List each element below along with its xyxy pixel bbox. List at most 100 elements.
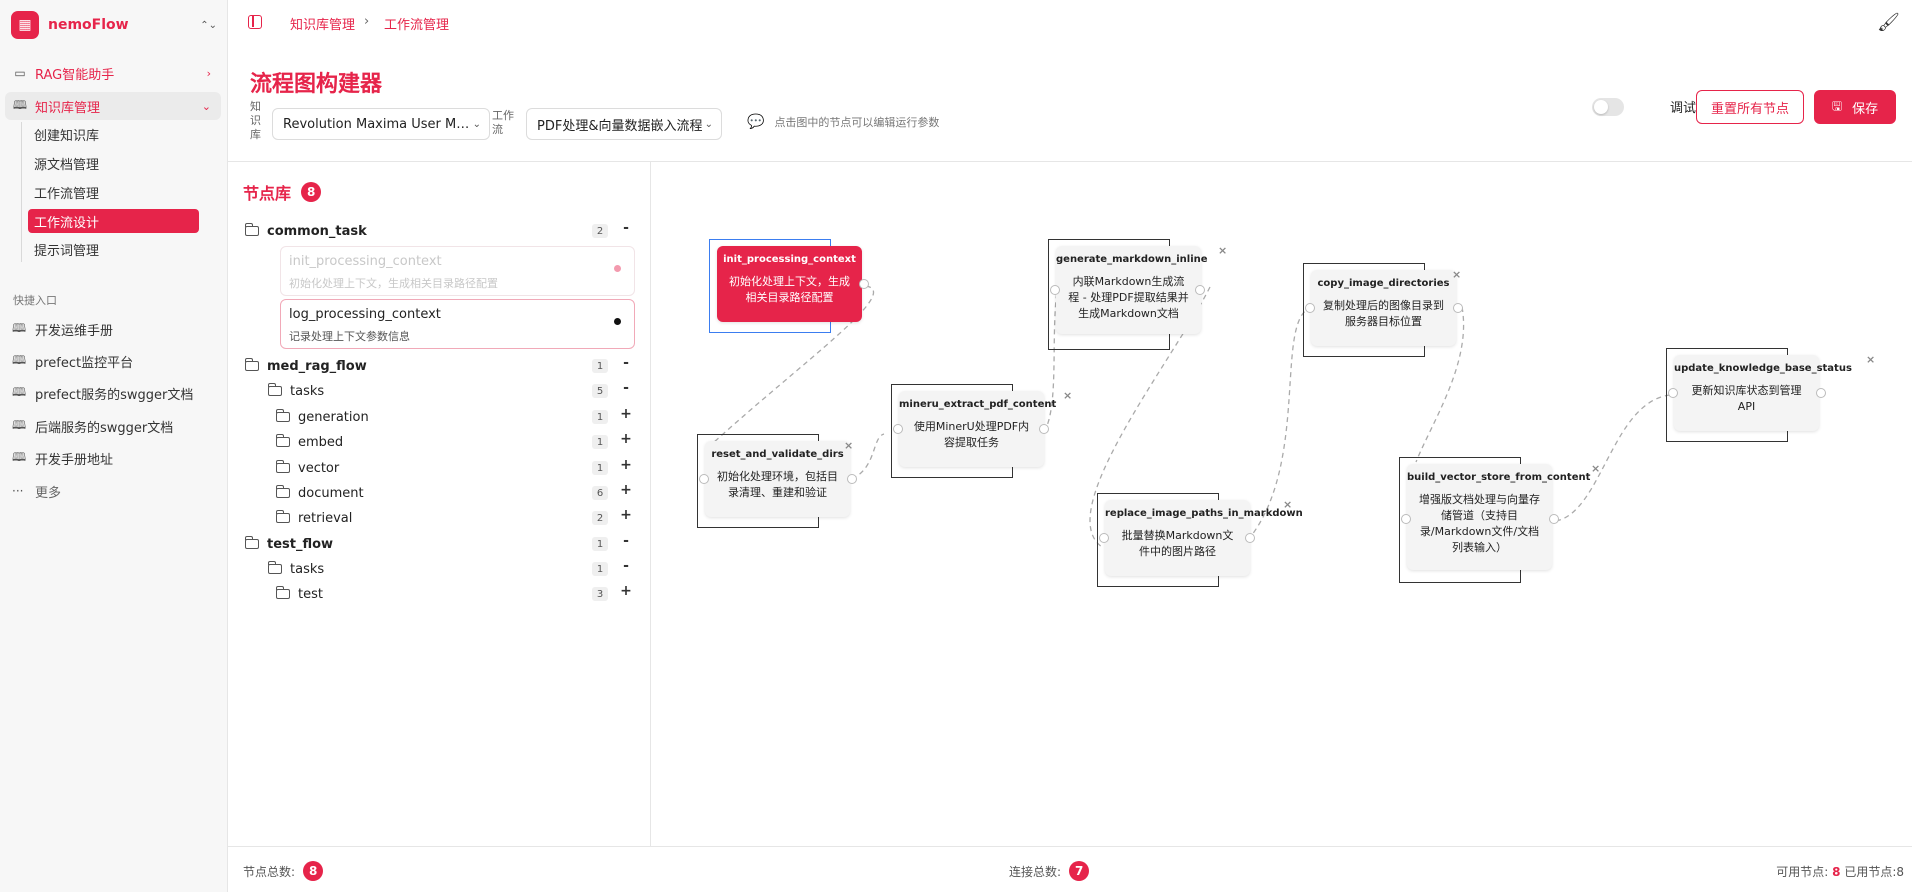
quick-link-prefect-swagger[interactable]: 🕮 prefect服务的swgger文档 bbox=[12, 382, 193, 404]
node-input-port[interactable] bbox=[1668, 388, 1678, 398]
close-icon[interactable]: × bbox=[1591, 462, 1601, 475]
quick-link-ops-manual[interactable]: 🕮 开发运维手册 bbox=[12, 318, 113, 340]
collapse-toggle[interactable]: - bbox=[623, 380, 629, 396]
node-title: reset_and_validate_dirs bbox=[711, 449, 844, 460]
node-output-port[interactable] bbox=[1039, 424, 1049, 434]
quick-link-label: 更多 bbox=[35, 485, 62, 501]
quick-link-more[interactable]: ··· 更多 bbox=[12, 480, 61, 502]
close-icon[interactable]: × bbox=[1283, 498, 1293, 511]
sidebar-subitem-workflow-management[interactable]: 工作流管理 bbox=[34, 186, 100, 202]
quick-link-prefect-monitor[interactable]: 🕮 prefect监控平台 bbox=[12, 350, 133, 372]
sidebar: ▦ nemoFlow ⌃⌄ ▭ RAG智能助手 › 🕮 知识库管理 ⌄ 创建知识… bbox=[0, 0, 228, 892]
kb-select-value: Revolution Maxima User Man... bbox=[283, 116, 473, 132]
workflow-select[interactable]: PDF处理&向量数据嵌入流程 ⌄ bbox=[526, 108, 722, 140]
node-input-port[interactable] bbox=[1050, 285, 1060, 295]
node-title: generate_markdown_inline bbox=[1056, 254, 1208, 265]
tree-folder-generation[interactable]: generation bbox=[276, 406, 369, 428]
workflow-select-label: 工作流 bbox=[492, 109, 514, 136]
expand-toggle[interactable]: + bbox=[620, 406, 632, 422]
node-output-port[interactable] bbox=[847, 474, 857, 484]
tree-folder-med-rag-flow[interactable]: med_rag_flow bbox=[245, 355, 367, 377]
expand-toggle[interactable]: + bbox=[620, 507, 632, 523]
node-input-port[interactable] bbox=[1305, 303, 1315, 313]
sidebar-subitem-workflow-design[interactable]: 工作流设计 bbox=[28, 209, 199, 233]
node-output-port[interactable] bbox=[1245, 533, 1255, 543]
debug-mode-toggle[interactable] bbox=[1592, 98, 1624, 116]
folder-icon bbox=[276, 485, 290, 498]
expand-toggle[interactable]: + bbox=[620, 431, 632, 447]
node-input-port[interactable] bbox=[1099, 533, 1109, 543]
close-icon[interactable]: × bbox=[1866, 353, 1876, 366]
breadcrumb-kb-management[interactable]: 知识库管理 bbox=[290, 18, 356, 33]
close-icon[interactable]: × bbox=[844, 439, 854, 452]
sidebar-subitem-create-kb[interactable]: 创建知识库 bbox=[34, 128, 100, 144]
collapse-toggle[interactable]: - bbox=[623, 558, 629, 574]
flow-canvas[interactable]: init_processing_context 初始化处理上下文，生成相关目录路… bbox=[652, 162, 1912, 846]
node-output-port[interactable] bbox=[1816, 388, 1826, 398]
used-nodes-label: 已用节点: bbox=[1844, 865, 1897, 879]
sidebar-item-kb-management[interactable]: 🕮 知识库管理 ⌄ bbox=[5, 92, 221, 120]
node-output-port[interactable] bbox=[1453, 303, 1463, 313]
sidebar-subitem-prompt-management[interactable]: 提示词管理 bbox=[34, 243, 100, 259]
breadcrumb-workflow-management[interactable]: 工作流管理 bbox=[384, 18, 450, 33]
expand-toggle[interactable]: + bbox=[620, 583, 632, 599]
tree-folder-tasks[interactable]: tasks bbox=[268, 558, 324, 580]
node-output-port[interactable] bbox=[1549, 514, 1559, 524]
quick-link-backend-swagger[interactable]: 🕮 后端服务的swgger文档 bbox=[12, 415, 173, 437]
tree-count: 6 bbox=[592, 486, 608, 500]
close-icon[interactable]: × bbox=[1452, 268, 1462, 281]
node-output-port[interactable] bbox=[1195, 285, 1205, 295]
expand-toggle[interactable]: + bbox=[620, 457, 632, 473]
close-icon[interactable]: × bbox=[1218, 244, 1228, 257]
tree-folder-tasks[interactable]: tasks bbox=[268, 380, 324, 402]
brand[interactable]: ▦ nemoFlow ⌃⌄ bbox=[11, 10, 217, 40]
expand-toggle[interactable]: + bbox=[620, 482, 632, 498]
sidebar-subitem-source-docs[interactable]: 源文档管理 bbox=[34, 157, 100, 173]
tree-folder-label: common_task bbox=[267, 223, 367, 239]
close-icon[interactable]: × bbox=[1063, 389, 1073, 402]
tree-folder-test[interactable]: test bbox=[276, 583, 323, 605]
collapse-toggle[interactable]: - bbox=[623, 220, 629, 236]
reset-all-nodes-button[interactable]: 重置所有节点 bbox=[1696, 90, 1804, 124]
collapse-toggle[interactable]: - bbox=[623, 533, 629, 549]
kb-select-label: 知识库 bbox=[250, 100, 261, 141]
node-title: copy_image_directories bbox=[1317, 278, 1450, 289]
sidebar-item-rag-assistant[interactable]: ▭ RAG智能助手 › bbox=[5, 59, 221, 87]
quick-link-dev-manual[interactable]: 🕮 开发手册地址 bbox=[12, 447, 113, 469]
node-input-port[interactable] bbox=[893, 424, 903, 434]
tree-folder-label: embed bbox=[298, 434, 344, 450]
edge-copy-to-build bbox=[1415, 306, 1465, 463]
save-button[interactable]: 🖫 保存 bbox=[1814, 90, 1896, 124]
top-bar: 知识库管理 › 工作流管理 🖌 bbox=[228, 0, 1912, 46]
node-library-title: 节点库 8 bbox=[243, 180, 322, 204]
node-total-badge: 8 bbox=[303, 861, 324, 881]
tree-folder-retrieval[interactable]: retrieval bbox=[276, 507, 352, 529]
sidebar-toggle-icon[interactable] bbox=[248, 15, 262, 29]
sidebar-item-label: RAG智能助手 bbox=[35, 67, 115, 83]
chevron-updown-icon[interactable]: ⌃⌄ bbox=[200, 19, 217, 31]
tree-folder-vector[interactable]: vector bbox=[276, 457, 339, 479]
folder-icon bbox=[245, 536, 259, 549]
page-title: 流程图构建器 bbox=[250, 72, 383, 97]
node-output-port[interactable] bbox=[859, 279, 869, 289]
canvas-hint: 💬 点击图中的节点可以编辑运行参数 bbox=[747, 114, 939, 130]
kb-select[interactable]: Revolution Maxima User Man... ⌄ bbox=[272, 108, 490, 140]
tree-folder-embed[interactable]: embed bbox=[276, 431, 343, 453]
collapse-toggle[interactable]: - bbox=[623, 355, 629, 371]
tree-folder-common-task[interactable]: common_task bbox=[245, 220, 367, 242]
node-input-port[interactable] bbox=[1401, 514, 1411, 524]
tree-folder-document[interactable]: document bbox=[276, 482, 364, 504]
node-usage-summary: 可用节点: 8 已用节点:8 bbox=[1776, 863, 1904, 880]
brush-icon[interactable]: 🖌 bbox=[1877, 12, 1900, 33]
app-name: nemoFlow bbox=[48, 17, 129, 33]
quick-link-label: 后端服务的swgger文档 bbox=[35, 420, 174, 436]
library-node-log-processing-context[interactable]: log_processing_context 记录处理上下文参数信息 bbox=[280, 299, 635, 349]
chevron-down-icon: ⌄ bbox=[201, 99, 211, 113]
tree-folder-test-flow[interactable]: test_flow bbox=[245, 533, 333, 555]
node-card: build_vector_store_from_content 增强版文档处理与… bbox=[1407, 464, 1590, 570]
tree-count: 1 bbox=[592, 537, 608, 551]
node-total: 节点总数: 8 bbox=[243, 861, 324, 881]
node-input-port[interactable] bbox=[699, 474, 709, 484]
library-node-init-processing-context[interactable]: init_processing_context 初始化处理上下文，生成相关目录路… bbox=[280, 246, 635, 296]
book-icon: 🕮 bbox=[12, 97, 28, 112]
